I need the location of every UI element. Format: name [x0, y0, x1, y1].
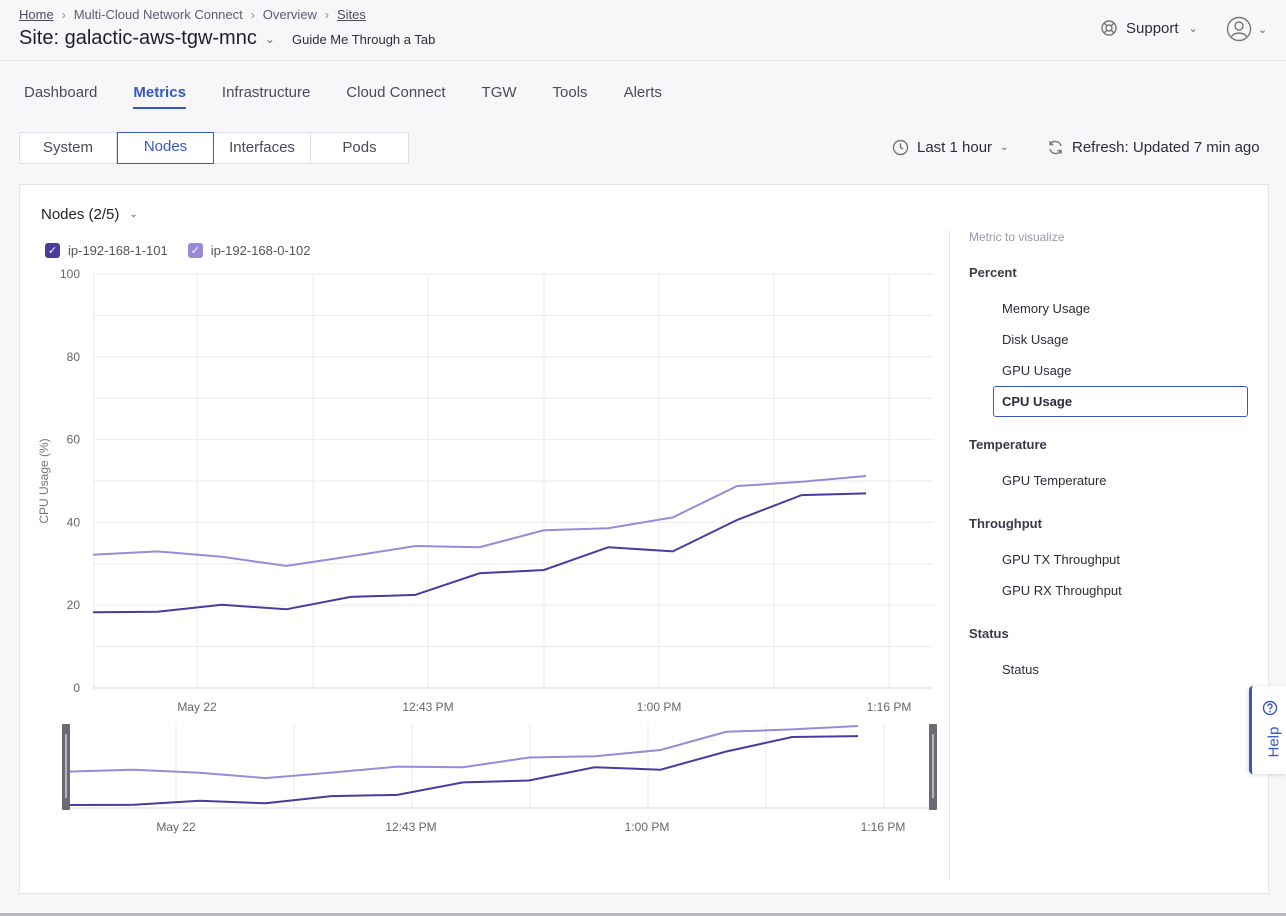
breadcrumb-sites-link[interactable]: Sites: [336, 7, 366, 22]
subtab-system[interactable]: System: [20, 133, 117, 163]
panel-divider: [949, 230, 950, 880]
series-line: [92, 475, 867, 567]
y-tick-label: 100: [60, 267, 80, 281]
metric-option-gpu-usage[interactable]: GPU Usage: [1002, 363, 1072, 378]
navigator-series-line: [67, 735, 859, 806]
page-bottom-border: [0, 913, 1286, 916]
help-label: Help: [1265, 726, 1283, 758]
tab-alerts[interactable]: Alerts: [623, 84, 662, 101]
chevron-down-icon: ⌄: [1188, 22, 1198, 35]
chevron-down-icon: ⌄: [1258, 23, 1268, 36]
chevron-down-icon: ⌄: [264, 31, 275, 46]
checkbox-checked-icon[interactable]: ✓: [45, 243, 60, 258]
tab-cloud-connect[interactable]: Cloud Connect: [346, 84, 446, 101]
y-tick-label: 20: [67, 598, 81, 612]
chevron-down-icon: ⌄: [129, 209, 138, 220]
y-tick-label: 80: [67, 350, 81, 364]
metrics-subtabs: System Nodes Interfaces Pods: [19, 132, 409, 164]
metric-selector: Metric to visualize Percent Memory Usage…: [969, 230, 1249, 685]
help-tab[interactable]: Help: [1249, 686, 1286, 774]
navigator-x-tick-label: 12:43 PM: [385, 820, 436, 834]
x-tick-label: 12:43 PM: [402, 700, 453, 714]
breadcrumb-home-link[interactable]: Home: [19, 7, 54, 22]
metric-selector-heading: Metric to visualize: [969, 230, 1065, 244]
subtab-interfaces[interactable]: Interfaces: [214, 133, 311, 163]
support-menu[interactable]: Support ⌄: [1100, 19, 1198, 37]
clock-icon: [892, 139, 909, 156]
group-temperature: Temperature: [969, 437, 1047, 452]
user-avatar-icon: [1226, 16, 1252, 42]
chart-legend: ✓ ip-192-168-1-101 ✓ ip-192-168-0-102: [45, 243, 330, 258]
legend-label: ip-192-168-1-101: [68, 243, 168, 258]
legend-item[interactable]: ✓ ip-192-168-0-102: [187, 243, 311, 258]
y-tick-label: 60: [67, 433, 81, 447]
refresh-label: Refresh: Updated 7 min ago: [1072, 139, 1260, 156]
cpu-usage-chart[interactable]: 0 20 40 60 80 100 CPU Usage (%) May 22 12:43 PM 1…: [20, 185, 948, 885]
user-menu[interactable]: ⌄: [1226, 16, 1267, 42]
x-tick-label: 1:16 PM: [867, 700, 912, 714]
group-throughput: Throughput: [969, 516, 1042, 531]
legend-item[interactable]: ✓ ip-192-168-1-101: [45, 243, 168, 258]
guide-me-link[interactable]: Guide Me Through a Tab: [292, 32, 436, 47]
checkbox-checked-icon[interactable]: ✓: [187, 243, 203, 258]
metric-option-memory[interactable]: Memory Usage: [1002, 301, 1091, 316]
tab-metrics[interactable]: Metrics: [133, 84, 186, 109]
tab-infrastructure[interactable]: Infrastructure: [221, 84, 311, 101]
breadcrumb-overview[interactable]: Overview: [262, 7, 317, 22]
chevron-down-icon: ⌄: [1000, 142, 1009, 153]
subtab-pods[interactable]: Pods: [342, 139, 377, 156]
group-percent: Percent: [969, 265, 1017, 280]
metric-option-status[interactable]: Status: [1002, 662, 1039, 677]
refresh-icon: [1049, 140, 1062, 155]
top-header: Home › Multi-Cloud Network Connect › Ove…: [0, 0, 1286, 61]
time-range-picker[interactable]: Last 1 hour ⌄: [892, 139, 1008, 156]
tab-tgw[interactable]: TGW: [481, 84, 517, 101]
question-icon: [1262, 700, 1278, 716]
nodes-selector[interactable]: Nodes (2/5) ⌄: [41, 206, 138, 223]
metric-option-gpu-tx[interactable]: GPU TX Throughput: [1002, 552, 1121, 567]
support-label: Support: [1126, 19, 1179, 37]
y-axis-label: CPU Usage (%): [37, 438, 51, 523]
metric-option-disk[interactable]: Disk Usage: [1002, 332, 1069, 347]
time-range-label: Last 1 hour: [917, 139, 993, 156]
chevron-right-icon: ›: [61, 7, 66, 22]
navigator-x-tick-label: 1:16 PM: [861, 820, 906, 834]
x-tick-label: May 22: [177, 700, 217, 714]
navigator-x-tick-label: 1:00 PM: [625, 820, 670, 834]
metrics-panel: Nodes (2/5) ⌄ ✓ ip-192-168-1-101 ✓ ip-19…: [19, 184, 1269, 894]
nodes-selector-label: Nodes (2/5): [41, 206, 120, 223]
navigator-x-tick-label: May 22: [156, 820, 196, 834]
y-tick-label: 0: [73, 681, 80, 695]
main-tabs: Dashboard Metrics Infrastructure Cloud C…: [24, 84, 698, 109]
metric-option-cpu-usage[interactable]: CPU Usage: [993, 386, 1248, 417]
y-tick-label: 40: [67, 515, 81, 529]
metric-option-gpu-temperature[interactable]: GPU Temperature: [1002, 473, 1107, 488]
site-selector[interactable]: Site: galactic-aws-tgw-mnc ⌄: [19, 27, 275, 50]
navigator-series-line: [67, 725, 859, 780]
chevron-right-icon: ›: [324, 7, 329, 22]
breadcrumb-mcnc[interactable]: Multi-Cloud Network Connect: [73, 7, 243, 22]
group-status: Status: [969, 626, 1009, 641]
tab-tools[interactable]: Tools: [552, 84, 588, 101]
lifebuoy-icon: [1101, 20, 1117, 36]
series-line: [92, 492, 867, 614]
metric-option-gpu-rx[interactable]: GPU RX Throughput: [1002, 583, 1122, 598]
tab-dashboard[interactable]: Dashboard: [24, 84, 98, 101]
refresh-button[interactable]: Refresh: Updated 7 min ago: [1047, 139, 1260, 156]
x-tick-label: 1:00 PM: [637, 700, 682, 714]
chevron-right-icon: ›: [250, 7, 255, 22]
legend-label: ip-192-168-0-102: [210, 243, 311, 258]
subtab-nodes[interactable]: Nodes: [117, 132, 214, 164]
page-title: Site: galactic-aws-tgw-mnc: [19, 27, 257, 49]
breadcrumb: Home › Multi-Cloud Network Connect › Ove…: [19, 7, 366, 22]
